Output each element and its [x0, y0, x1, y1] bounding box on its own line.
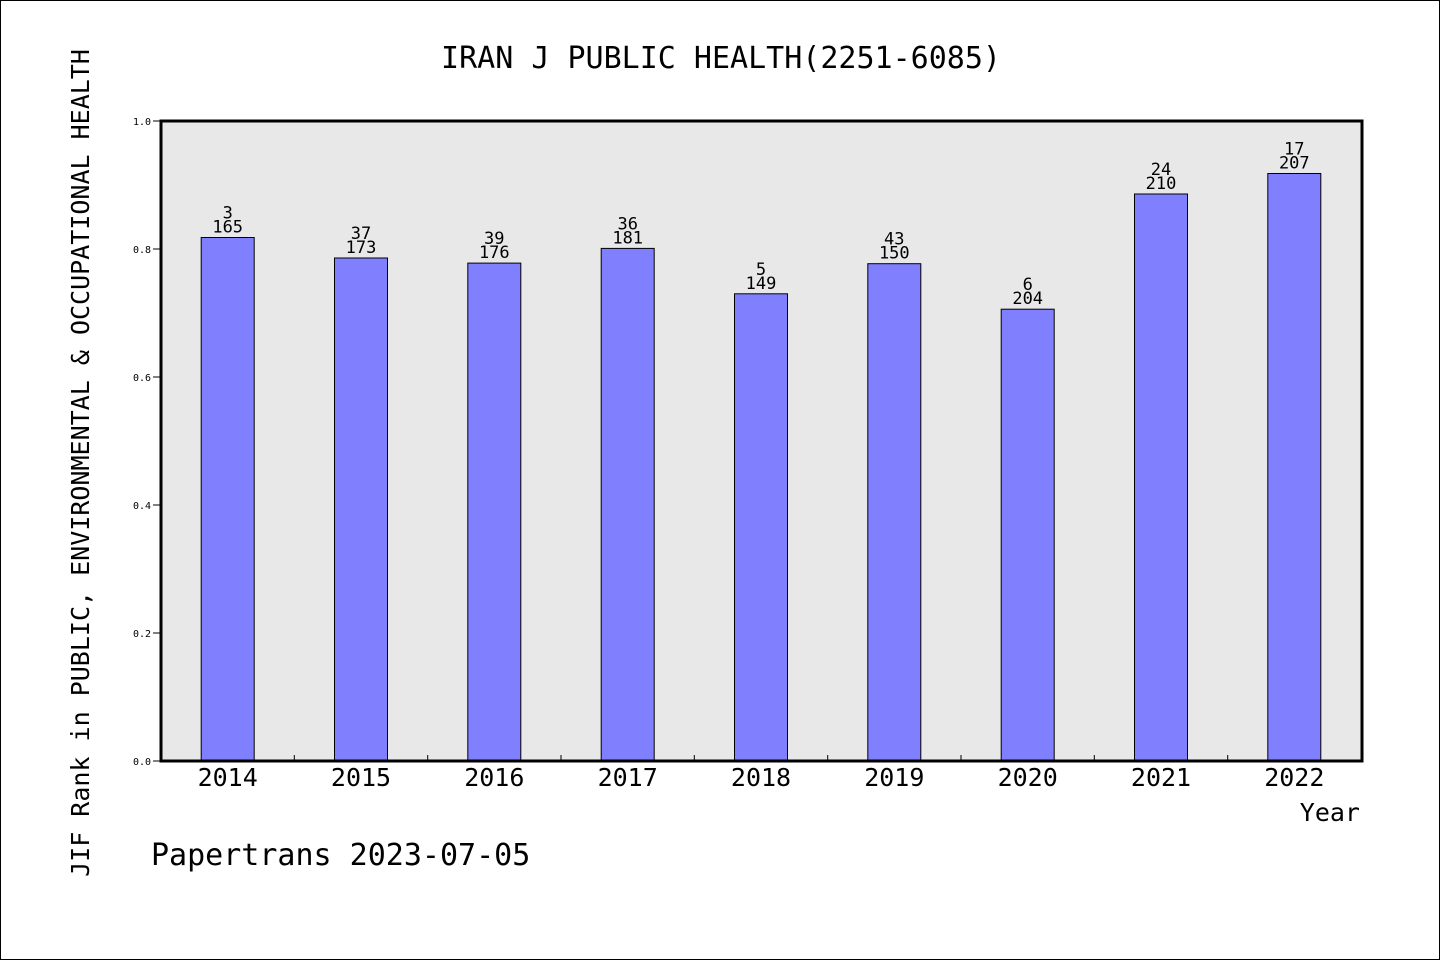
bars-group	[200, 173, 1322, 762]
x-tick-label-2015: 2015	[331, 763, 391, 792]
bar-2017	[600, 247, 655, 762]
x-tick-label-2017: 2017	[598, 763, 658, 792]
bar-2020	[1000, 308, 1055, 762]
bar-rank-label-2014: 3	[223, 204, 233, 224]
bar-rank-label-2018: 5	[756, 260, 766, 280]
bar-rank-label-2019: 43	[884, 230, 904, 250]
y-tick-label-0.6: 0.6	[133, 373, 151, 384]
bar-2018	[734, 293, 788, 762]
bar-total-label-2017: 181	[612, 228, 643, 248]
bar-total-label-2015: 173	[346, 238, 377, 258]
bar-rank-label-2017: 36	[617, 214, 637, 234]
plot-border	[159, 119, 1364, 763]
bar-rank-label-2022: 17	[1284, 140, 1304, 160]
bar-rank-label-2021: 24	[1151, 160, 1171, 180]
bar-total-label-2016: 176	[479, 243, 510, 263]
bar-total-label-2019: 150	[879, 244, 910, 264]
bar-2014	[200, 237, 255, 762]
x-tick-label-2020: 2020	[998, 763, 1058, 792]
y-axis-ticks: 0.0 0.2 0.4 0.6 0.8 1.0	[133, 117, 161, 768]
bar-2019	[867, 263, 922, 762]
bar-total-label-2014: 165	[212, 218, 243, 238]
y-axis-label: JIF Rank in PUBLIC, ENVIRONMENTAL & OCCU…	[66, 49, 95, 877]
bar-total-label-2018: 149	[746, 274, 777, 294]
y-tick-label-0.2: 0.2	[133, 629, 151, 640]
bar-2016	[467, 262, 522, 762]
bar-rank-label-2015: 37	[351, 224, 371, 244]
footer-text: Papertrans 2023-07-05	[151, 838, 530, 873]
bar-2022	[1267, 173, 1322, 762]
y-tick-label-0.0: 0.0	[133, 757, 151, 768]
bar-2015	[334, 257, 388, 762]
x-tick-label-2018: 2018	[731, 763, 791, 792]
x-tick-label-2019: 2019	[864, 763, 924, 792]
x-tick-label-2014: 2014	[198, 763, 258, 792]
bar-rank-label-2020: 6	[1023, 275, 1033, 295]
x-tick-label-2021: 2021	[1131, 763, 1191, 792]
x-axis-ticks: 2014 2015 2016 2017 2018 2019 2020 2021 2022	[198, 755, 1324, 792]
bar-total-label-2022: 207	[1279, 154, 1310, 174]
bar-total-label-2020: 204	[1012, 289, 1043, 309]
y-tick-label-0.4: 0.4	[133, 501, 151, 512]
x-axis-label: Year	[1300, 798, 1360, 827]
bar-2021	[1134, 193, 1188, 762]
bar-rank-label-2016: 39	[484, 229, 504, 249]
bar-total-label-2021: 210	[1146, 174, 1177, 194]
chart-title: IRAN J PUBLIC HEALTH(2251-6085)	[441, 41, 1001, 76]
x-tick-label-2022: 2022	[1264, 763, 1324, 792]
y-tick-label-0.8: 0.8	[133, 245, 151, 256]
x-tick-label-2016: 2016	[464, 763, 524, 792]
y-tick-label-1.0: 1.0	[133, 117, 151, 128]
